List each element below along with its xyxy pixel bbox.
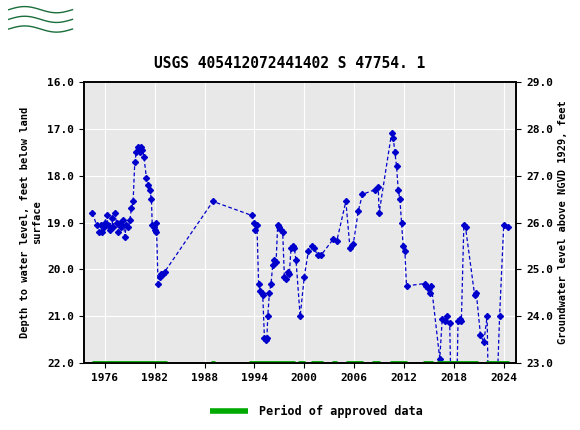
Text: Period of approved data: Period of approved data (259, 405, 423, 418)
Y-axis label: Depth to water level, feet below land
surface: Depth to water level, feet below land su… (20, 107, 42, 338)
Y-axis label: Groundwater level above NGVD 1929, feet: Groundwater level above NGVD 1929, feet (559, 101, 568, 344)
Text: USGS 405412072441402 S 47754. 1: USGS 405412072441402 S 47754. 1 (154, 56, 426, 71)
Text: USGS: USGS (81, 10, 136, 28)
Bar (6, 3, 75, 36)
